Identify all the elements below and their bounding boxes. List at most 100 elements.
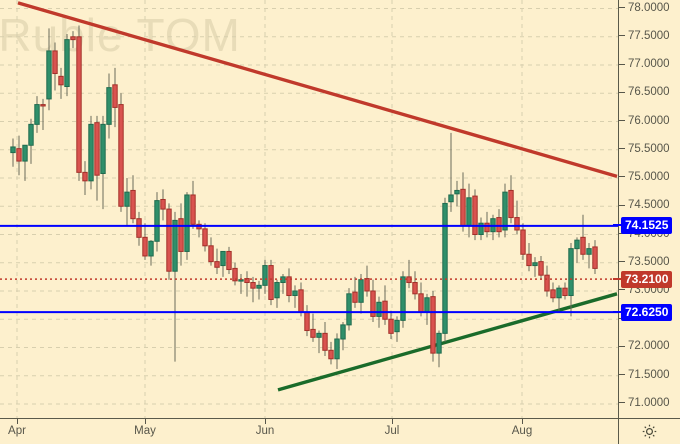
candle-bearish[interactable] <box>514 200 520 235</box>
candle-bearish[interactable] <box>40 98 46 131</box>
candle-bearish[interactable] <box>214 248 220 275</box>
candle-bearish[interactable] <box>166 203 172 280</box>
candle-bearish[interactable] <box>472 189 478 241</box>
candle-bullish[interactable] <box>394 316 400 342</box>
candle-bullish[interactable] <box>436 330 442 368</box>
candle-bearish[interactable] <box>250 276 256 303</box>
candle-bearish[interactable] <box>130 175 136 224</box>
candle-bullish[interactable] <box>124 178 130 227</box>
candle-bearish[interactable] <box>226 246 232 275</box>
candle-bullish[interactable] <box>64 33 70 97</box>
candle-bearish[interactable] <box>484 211 490 238</box>
candle-bullish[interactable] <box>442 197 448 342</box>
candle-bullish[interactable] <box>574 237 580 263</box>
candle-bearish[interactable] <box>58 67 64 99</box>
candle-bearish[interactable] <box>268 259 274 306</box>
candle-bullish[interactable] <box>346 288 352 331</box>
candle-bullish[interactable] <box>448 132 454 212</box>
candle-bearish[interactable] <box>460 172 466 232</box>
candle-bearish[interactable] <box>310 313 316 342</box>
candle-bearish[interactable] <box>352 276 358 308</box>
candle-bearish[interactable] <box>136 211 142 246</box>
candle-bearish[interactable] <box>364 265 370 297</box>
candle-bullish[interactable] <box>424 293 430 325</box>
candle-bullish[interactable] <box>100 115 106 210</box>
candle-bearish[interactable] <box>562 282 568 300</box>
candle-bearish[interactable] <box>232 262 238 286</box>
candle-bullish[interactable] <box>172 211 178 362</box>
candle-bullish[interactable] <box>10 138 16 167</box>
candle-bearish[interactable] <box>382 285 388 325</box>
candle-bearish[interactable] <box>496 209 502 238</box>
downtrend-line[interactable] <box>17 1 618 178</box>
candle-bullish[interactable] <box>556 285 562 311</box>
candle-bearish[interactable] <box>70 31 76 49</box>
chart-plot-area[interactable] <box>0 0 618 418</box>
candle-bullish[interactable] <box>478 217 484 241</box>
candle-bullish[interactable] <box>532 257 538 277</box>
candle-bullish[interactable] <box>46 28 52 111</box>
price-marker-label[interactable]: 73.2100 <box>613 270 673 288</box>
candle-bearish[interactable] <box>430 290 436 362</box>
candle-bearish[interactable] <box>592 240 598 275</box>
candle-bearish[interactable] <box>328 341 334 365</box>
uptrend-line[interactable] <box>277 292 618 392</box>
candle-bearish[interactable] <box>406 259 412 289</box>
candle-bearish[interactable] <box>178 203 184 266</box>
candle-bearish[interactable] <box>550 282 556 303</box>
candle-bullish[interactable] <box>454 180 460 207</box>
candle-bearish[interactable] <box>526 242 532 272</box>
candle-bullish[interactable] <box>106 73 112 139</box>
candle-bearish[interactable] <box>160 189 166 221</box>
candle-bearish[interactable] <box>76 25 82 181</box>
candle-bearish[interactable] <box>370 279 376 323</box>
price-marker-label[interactable]: 74.1525 <box>613 217 673 235</box>
candle-bullish[interactable] <box>316 330 322 354</box>
candle-bullish[interactable] <box>274 279 280 308</box>
price-tick-mark <box>619 148 625 150</box>
candle-bearish[interactable] <box>82 161 88 195</box>
candle-bearish[interactable] <box>286 268 292 303</box>
candle-bullish[interactable] <box>586 242 592 269</box>
candle-bearish[interactable] <box>118 93 124 212</box>
candle-bullish[interactable] <box>466 183 472 238</box>
candle-bearish[interactable] <box>202 223 208 252</box>
candle-bearish[interactable] <box>544 265 550 297</box>
chart-settings-button[interactable] <box>618 418 680 444</box>
candle-bullish[interactable] <box>292 285 298 308</box>
candle-bearish[interactable] <box>580 214 586 260</box>
candle-bearish[interactable] <box>304 305 310 337</box>
candle-bearish[interactable] <box>142 223 148 260</box>
price-marker-label[interactable]: 72.6250 <box>613 303 673 321</box>
candle-bullish[interactable] <box>148 240 154 266</box>
candle-bullish[interactable] <box>334 333 340 369</box>
candle-bullish[interactable] <box>34 96 40 133</box>
candle-bullish[interactable] <box>88 115 94 190</box>
candle-bearish[interactable] <box>388 310 394 340</box>
candle-bullish[interactable] <box>28 118 34 164</box>
candle-bearish[interactable] <box>412 271 418 300</box>
candle-bearish[interactable] <box>16 135 22 176</box>
price-axis[interactable]: 78.0000 77.5000 77.0000 76.5000 76.0000 75.50… <box>613 0 680 418</box>
candle-bearish[interactable] <box>112 67 118 128</box>
candle-bearish[interactable] <box>520 223 526 260</box>
candle-bearish[interactable] <box>322 322 328 356</box>
candle-bullish[interactable] <box>358 274 364 314</box>
candle-bullish[interactable] <box>340 322 346 351</box>
candle-bullish[interactable] <box>502 183 508 238</box>
candle-bullish[interactable] <box>220 250 226 277</box>
candle-bullish[interactable] <box>256 280 262 300</box>
candle-bullish[interactable] <box>22 144 28 181</box>
candle-bearish[interactable] <box>508 175 514 224</box>
candle-bullish[interactable] <box>262 259 268 294</box>
candle-bearish[interactable] <box>52 42 58 91</box>
candle-bearish[interactable] <box>208 237 214 266</box>
candle-bullish[interactable] <box>154 192 160 252</box>
time-axis[interactable]: Apr May Jun Jul Aug <box>0 418 618 444</box>
candle-bearish[interactable] <box>190 180 196 229</box>
candle-bearish[interactable] <box>94 115 100 201</box>
candle-bearish[interactable] <box>244 271 250 297</box>
candle-bullish[interactable] <box>490 214 496 241</box>
candle-bearish[interactable] <box>538 255 544 280</box>
candle-bullish[interactable] <box>400 271 406 328</box>
